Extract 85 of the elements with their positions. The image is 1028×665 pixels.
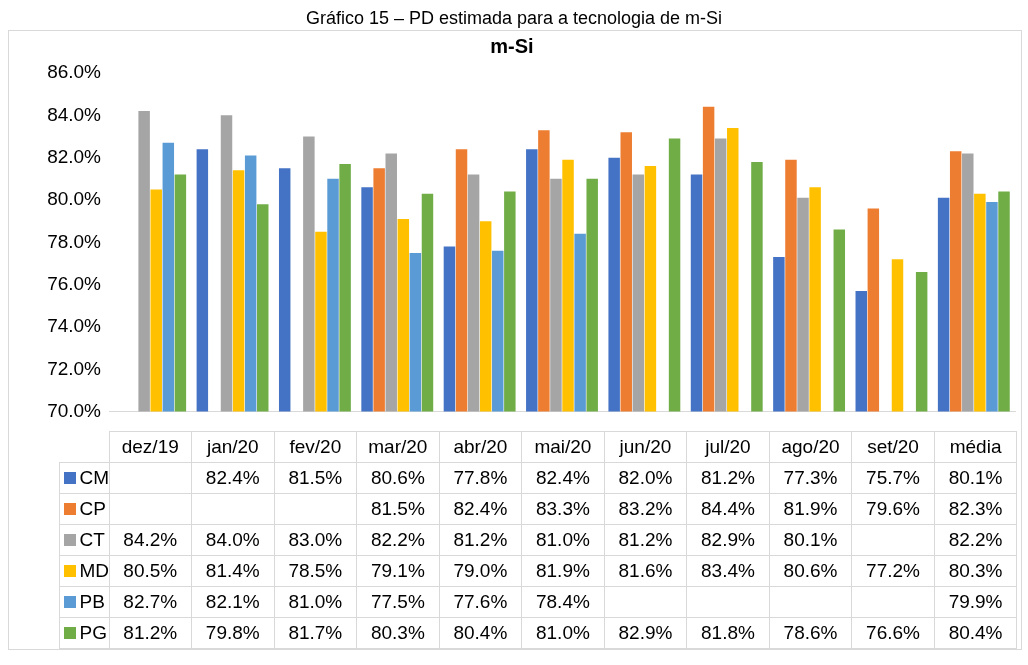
data-label: 83.4%: [686, 555, 770, 587]
data-label: 84.2%: [109, 524, 192, 556]
data-label: 81.9%: [521, 555, 605, 587]
y-tick-label: 78.0%: [47, 230, 102, 252]
x-tick-label: fev/20: [274, 431, 357, 463]
y-tick-label: 76.0%: [47, 272, 102, 294]
data-label: 79.9%: [934, 586, 1017, 618]
x-tick-label: set/20: [851, 431, 935, 463]
x-tick-label: jul/20: [686, 431, 770, 463]
data-label: 79.8%: [191, 617, 275, 649]
x-tick-label: ago/20: [769, 431, 852, 463]
data-label: 80.1%: [769, 524, 852, 556]
data-label: 82.2%: [356, 524, 440, 556]
data-label: 81.0%: [274, 586, 357, 618]
data-label: 84.4%: [686, 493, 770, 525]
data-label: 78.5%: [274, 555, 357, 587]
data-label: 80.6%: [769, 555, 852, 587]
text: Gráfico 15 – PD estimada para a tecnologia de m-Si: [304, 8, 724, 30]
x-tick-label: média: [934, 431, 1017, 463]
data-label: 80.3%: [356, 617, 440, 649]
y-tick-label: 84.0%: [47, 103, 102, 125]
legend-label: PG: [59, 617, 109, 649]
x-tick-label: jun/20: [604, 431, 687, 463]
data-label: 81.4%: [191, 555, 275, 587]
y-tick-label: 82.0%: [47, 145, 102, 167]
data-label: 80.1%: [934, 462, 1017, 494]
data-label: 77.6%: [439, 586, 522, 618]
data-label: 82.3%: [934, 493, 1017, 525]
data-label: 82.9%: [604, 617, 687, 649]
data-label: 81.2%: [109, 617, 192, 649]
data-label: 82.9%: [686, 524, 770, 556]
data-label: 81.2%: [604, 524, 687, 556]
legend-label: CP: [59, 493, 109, 525]
data-label: 79.0%: [439, 555, 522, 587]
x-tick-label: jan/20: [191, 431, 275, 463]
data-label: 82.4%: [439, 493, 522, 525]
data-label: 81.5%: [356, 493, 440, 525]
data-label: 79.1%: [356, 555, 440, 587]
data-label: 78.6%: [769, 617, 852, 649]
data-label: 80.4%: [934, 617, 1017, 649]
data-label: 82.2%: [934, 524, 1017, 556]
data-label: 81.5%: [274, 462, 357, 494]
data-label: 78.4%: [521, 586, 605, 618]
data-label: 80.4%: [439, 617, 522, 649]
x-tick-label: mai/20: [521, 431, 605, 463]
data-label: 81.9%: [769, 493, 852, 525]
data-label: 77.8%: [439, 462, 522, 494]
data-label: 82.7%: [109, 586, 192, 618]
x-tick-label: dez/19: [109, 431, 192, 463]
x-tick-label: mar/20: [356, 431, 440, 463]
data-label: 82.1%: [191, 586, 275, 618]
y-tick-label: 74.0%: [47, 315, 102, 337]
y-tick-label: 86.0%: [47, 61, 102, 83]
data-label: 81.0%: [521, 617, 605, 649]
y-tick-label: 80.0%: [47, 188, 102, 210]
data-label: 77.3%: [769, 462, 852, 494]
data-label: 77.2%: [851, 555, 935, 587]
data-label: 81.2%: [686, 462, 770, 494]
data-label: 83.3%: [521, 493, 605, 525]
data-label: 76.6%: [851, 617, 935, 649]
data-label: 83.2%: [604, 493, 687, 525]
data-label: 82.0%: [604, 462, 687, 494]
data-label: 81.0%: [521, 524, 605, 556]
data-label: 80.6%: [356, 462, 440, 494]
data-label: 81.6%: [604, 555, 687, 587]
legend-label: CT: [59, 524, 109, 556]
legend-label: CM: [59, 462, 110, 494]
data-label: 81.2%: [439, 524, 522, 556]
data-label: 84.0%: [191, 524, 275, 556]
data-label: 83.0%: [274, 524, 357, 556]
legend-label: MD: [59, 555, 110, 587]
data-label: 81.7%: [274, 617, 357, 649]
legend-label: PB: [59, 586, 109, 618]
data-label: 80.3%: [934, 555, 1017, 587]
x-tick-label: abr/20: [439, 431, 522, 463]
data-label: 82.4%: [521, 462, 605, 494]
chart-title: m-Si: [490, 34, 534, 57]
data-label: 80.5%: [109, 555, 192, 587]
data-label: 77.5%: [356, 586, 440, 618]
y-tick-label: 72.0%: [47, 357, 102, 379]
data-label: 81.8%: [686, 617, 770, 649]
data-label: 82.4%: [191, 462, 275, 494]
y-tick-label: 70.0%: [47, 399, 102, 421]
data-label: 79.6%: [851, 493, 935, 525]
data-label: 75.7%: [851, 462, 935, 494]
